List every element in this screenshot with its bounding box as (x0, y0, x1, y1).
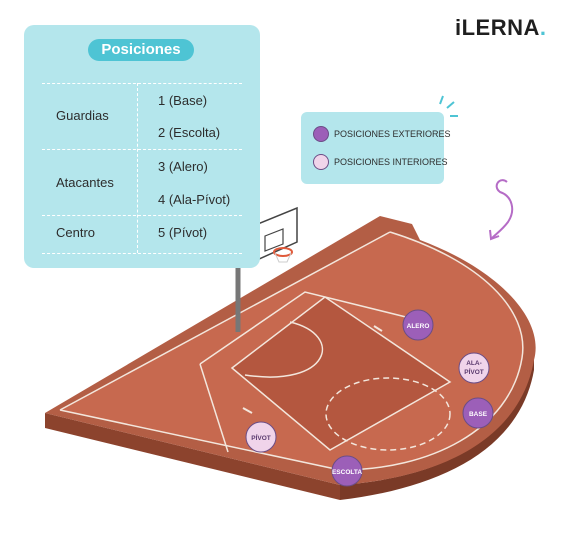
divider (42, 83, 242, 84)
sparkle-icon (446, 101, 455, 109)
court-side-edge (45, 413, 340, 500)
court-sideline (59, 231, 391, 411)
lane-tick (242, 407, 253, 414)
lane-tick (373, 325, 383, 332)
group-centro: Centro (56, 225, 96, 240)
arrow-head-icon (489, 229, 500, 241)
group-atacantes: Atacantes (56, 175, 114, 190)
three-point-line (199, 291, 411, 365)
logo-dot: . (539, 15, 547, 40)
marker-label: ESCOLTA (332, 469, 362, 476)
panel-title: Posiciones (88, 39, 194, 61)
divider (42, 215, 242, 216)
legend: POSICIONES EXTERIORES POSICIONES INTERIO… (301, 112, 451, 184)
legend-interior-label: POSICIONES INTERIORES (334, 157, 448, 167)
position-item: 5 (Pívot) (158, 225, 208, 240)
mid-line (199, 363, 229, 453)
court-bottom-line (59, 409, 341, 471)
hoop-rim (273, 247, 293, 257)
exterior-dot-icon (313, 126, 329, 142)
marker-pivot: PÍVOT (245, 421, 277, 453)
position-item: 2 (Escolta) (158, 125, 221, 140)
position-item: 3 (Alero) (158, 159, 208, 174)
interior-dot-icon (313, 154, 329, 170)
marker-alero: ALERO (402, 309, 434, 341)
divider (42, 253, 242, 254)
court-key (230, 296, 452, 451)
sparkle-icon (439, 95, 444, 105)
position-item: 4 (Ala-Pívot) (158, 192, 231, 207)
column-divider (137, 83, 138, 253)
court-baseline-curve (339, 231, 524, 471)
group-guardias: Guardias (56, 108, 109, 123)
positions-panel: Posiciones Guardias 1 (Base) 2 (Escolta)… (24, 25, 260, 268)
curly-arrow-icon (491, 179, 514, 239)
logo-text: iLERNA (455, 15, 540, 40)
ilerna-logo: iLERNA. (455, 15, 547, 41)
marker-label: BASE (469, 411, 488, 418)
marker-label: PÍVOT (251, 433, 271, 442)
court-curved-edge (340, 355, 534, 500)
backboard-square (264, 228, 284, 252)
free-throw-arc (244, 321, 324, 378)
divider (42, 149, 242, 150)
marker-escolta: ESCOLTA (331, 455, 363, 487)
marker-label: PÍVOT (464, 367, 484, 376)
marker-base: BASE (462, 397, 494, 429)
legend-exterior-label: POSICIONES EXTERIORES (334, 129, 451, 139)
hoop-net (274, 252, 292, 263)
marker-label: ALERO (407, 323, 430, 330)
position-item: 1 (Base) (158, 93, 208, 108)
restricted-area-circle (325, 377, 451, 451)
marker-label: ALA- (466, 360, 482, 367)
marker-ala-pivot: ALA- PÍVOT (458, 352, 490, 384)
